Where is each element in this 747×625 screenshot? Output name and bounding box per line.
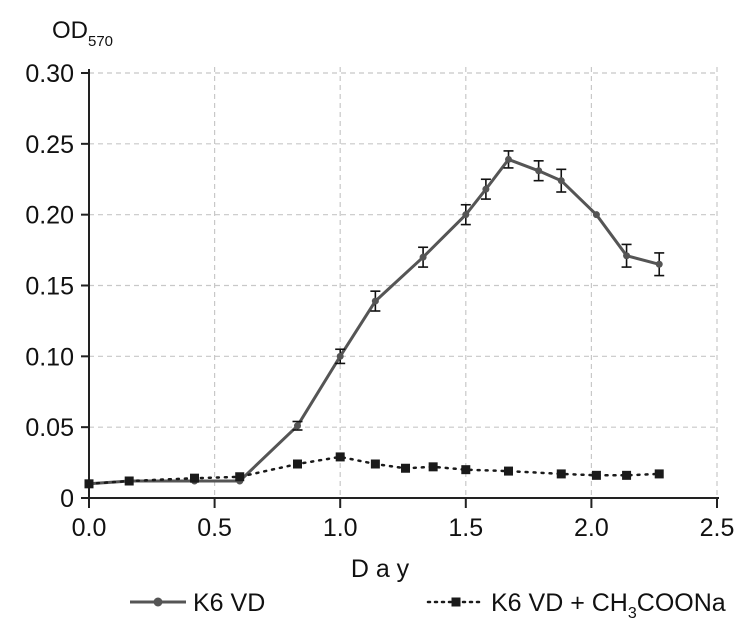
grid (89, 67, 718, 498)
data-point (622, 470, 632, 480)
data-point (190, 473, 200, 483)
data-point (482, 185, 490, 193)
x-tick-label: 0.0 (72, 514, 107, 542)
data-point (124, 476, 134, 486)
y-tick-label: 0.30 (25, 60, 74, 88)
y-tick-label: 0.05 (25, 414, 74, 442)
series-line (88, 157, 660, 486)
data-point (462, 211, 470, 219)
x-tick-label: 2.0 (574, 514, 609, 542)
y-tick-label: 0.10 (25, 343, 74, 371)
y-tick-label: 0.20 (25, 202, 74, 230)
data-point (370, 459, 380, 469)
legend-item-k6-vd-ch3coona: K6 VD + CH3COONa (426, 589, 726, 622)
legend: K6 VD K6 VD + CH3COONa (130, 589, 726, 622)
y-axis-title: OD570 (52, 17, 113, 50)
data-point (461, 465, 471, 475)
data-point (292, 459, 302, 469)
data-point (592, 211, 600, 219)
data-point (556, 469, 566, 479)
x-tick-label: 2.5 (700, 514, 735, 542)
x-tick-label: 1.0 (323, 514, 358, 542)
data-point (428, 462, 438, 472)
data-point (655, 260, 663, 268)
y-axis-title-main: OD (52, 17, 88, 44)
x-tick-label: 1.5 (448, 514, 483, 542)
axes (81, 69, 719, 508)
data-point (557, 177, 565, 185)
data-point (535, 167, 543, 175)
series (84, 150, 665, 489)
legend-label-subscript: 3 (628, 605, 637, 620)
y-axis-title-subscript: 570 (88, 33, 113, 50)
data-point (371, 297, 379, 305)
data-point (623, 252, 631, 260)
data-point (336, 352, 344, 360)
data-point (293, 422, 301, 430)
data-point (419, 253, 427, 261)
series-k6-vd (85, 150, 665, 488)
legend-marker-k6-vd-ch3coona (451, 597, 461, 607)
data-point (84, 479, 94, 489)
data-point (504, 466, 514, 476)
data-point (591, 470, 601, 480)
data-point (505, 155, 513, 163)
legend-label-tail: COONa (637, 589, 726, 617)
legend-label-k6-vd-ch3coona: K6 VD + CH3COONa (491, 589, 726, 620)
data-point (654, 469, 664, 479)
series-k6-vd-ch3coona (84, 452, 664, 489)
ticks: 0 0.05 0.10 0.15 0.20 0.25 0.30 0.0 0.5 1.0 1.5 2.0… (25, 60, 734, 542)
legend-marker-k6-vd (153, 597, 163, 607)
legend-label-k6-vd: K6 VD (193, 589, 265, 617)
y-tick-label: 0.25 (25, 131, 74, 159)
data-point (401, 463, 411, 473)
y-tick-label: 0.15 (25, 273, 74, 301)
legend-label-main: K6 VD + CH (491, 589, 628, 617)
data-point (235, 472, 245, 482)
legend-item-k6-vd: K6 VD (130, 589, 265, 617)
x-tick-label: 0.5 (197, 514, 232, 542)
data-point (335, 452, 345, 462)
y-tick-label: 0 (60, 485, 74, 513)
x-axis-title: D a y (351, 555, 410, 583)
